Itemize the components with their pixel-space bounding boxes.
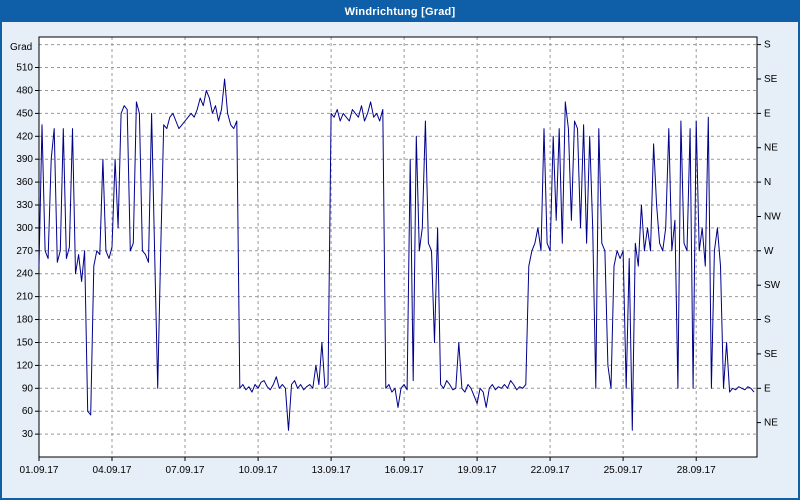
svg-text:180: 180 [16, 315, 33, 326]
svg-text:01.09.17: 01.09.17 [20, 465, 59, 476]
svg-text:390: 390 [16, 154, 33, 165]
svg-text:270: 270 [16, 246, 33, 257]
svg-text:300: 300 [16, 223, 33, 234]
svg-text:NE: NE [764, 418, 778, 429]
svg-text:360: 360 [16, 177, 33, 188]
plot-background [39, 37, 757, 457]
svg-text:S: S [764, 40, 771, 51]
svg-text:450: 450 [16, 108, 33, 119]
svg-text:E: E [764, 383, 771, 394]
chart-area: 30 60 90 120 150 180 210 240 270 300 330 360 390 420 4… [2, 22, 798, 498]
svg-text:30: 30 [22, 429, 34, 440]
svg-text:N: N [764, 177, 771, 188]
svg-text:210: 210 [16, 292, 33, 303]
svg-text:NE: NE [764, 143, 778, 154]
svg-text:28.09.17: 28.09.17 [677, 465, 716, 476]
svg-text:420: 420 [16, 131, 33, 142]
svg-text:W: W [764, 246, 774, 257]
svg-text:S: S [764, 315, 771, 326]
svg-text:240: 240 [16, 269, 33, 280]
wind-direction-chart: 30 60 90 120 150 180 210 240 270 300 330 360 390 420 4… [10, 36, 781, 476]
svg-text:16.09.17: 16.09.17 [385, 465, 424, 476]
svg-text:07.09.17: 07.09.17 [166, 465, 205, 476]
y-axis-unit-label: Grad [10, 42, 32, 53]
y-axis-left-labels: 30 60 90 120 150 180 210 240 270 300 330 360 390 420 4… [16, 63, 33, 441]
svg-text:SW: SW [764, 280, 781, 291]
svg-text:510: 510 [16, 63, 33, 74]
svg-text:19.09.17: 19.09.17 [458, 465, 497, 476]
x-axis-labels: 01.09.17 04.09.17 07.09.17 10.09.17 13.09.17… [20, 465, 717, 476]
svg-text:04.09.17: 04.09.17 [93, 465, 132, 476]
svg-text:SE: SE [764, 74, 778, 85]
svg-text:10.09.17: 10.09.17 [239, 465, 278, 476]
svg-text:90: 90 [22, 383, 34, 394]
svg-text:150: 150 [16, 338, 33, 349]
svg-text:120: 120 [16, 360, 33, 371]
svg-text:22.09.17: 22.09.17 [531, 465, 570, 476]
axis-ticks [35, 44, 761, 461]
y-axis-right-labels: NE E SE S SW W NW N NE E SE S [764, 40, 781, 429]
svg-text:25.09.17: 25.09.17 [604, 465, 643, 476]
window-title-bar: Windrichtung [Grad] [2, 2, 798, 22]
wind-direction-series [38, 78, 755, 431]
window-title: Windrichtung [Grad] [344, 6, 456, 18]
svg-text:330: 330 [16, 200, 33, 211]
svg-text:NW: NW [764, 212, 781, 223]
svg-text:13.09.17: 13.09.17 [312, 465, 351, 476]
svg-text:E: E [764, 108, 771, 119]
svg-text:60: 60 [22, 406, 34, 417]
svg-text:SE: SE [764, 349, 778, 360]
svg-text:480: 480 [16, 86, 33, 97]
